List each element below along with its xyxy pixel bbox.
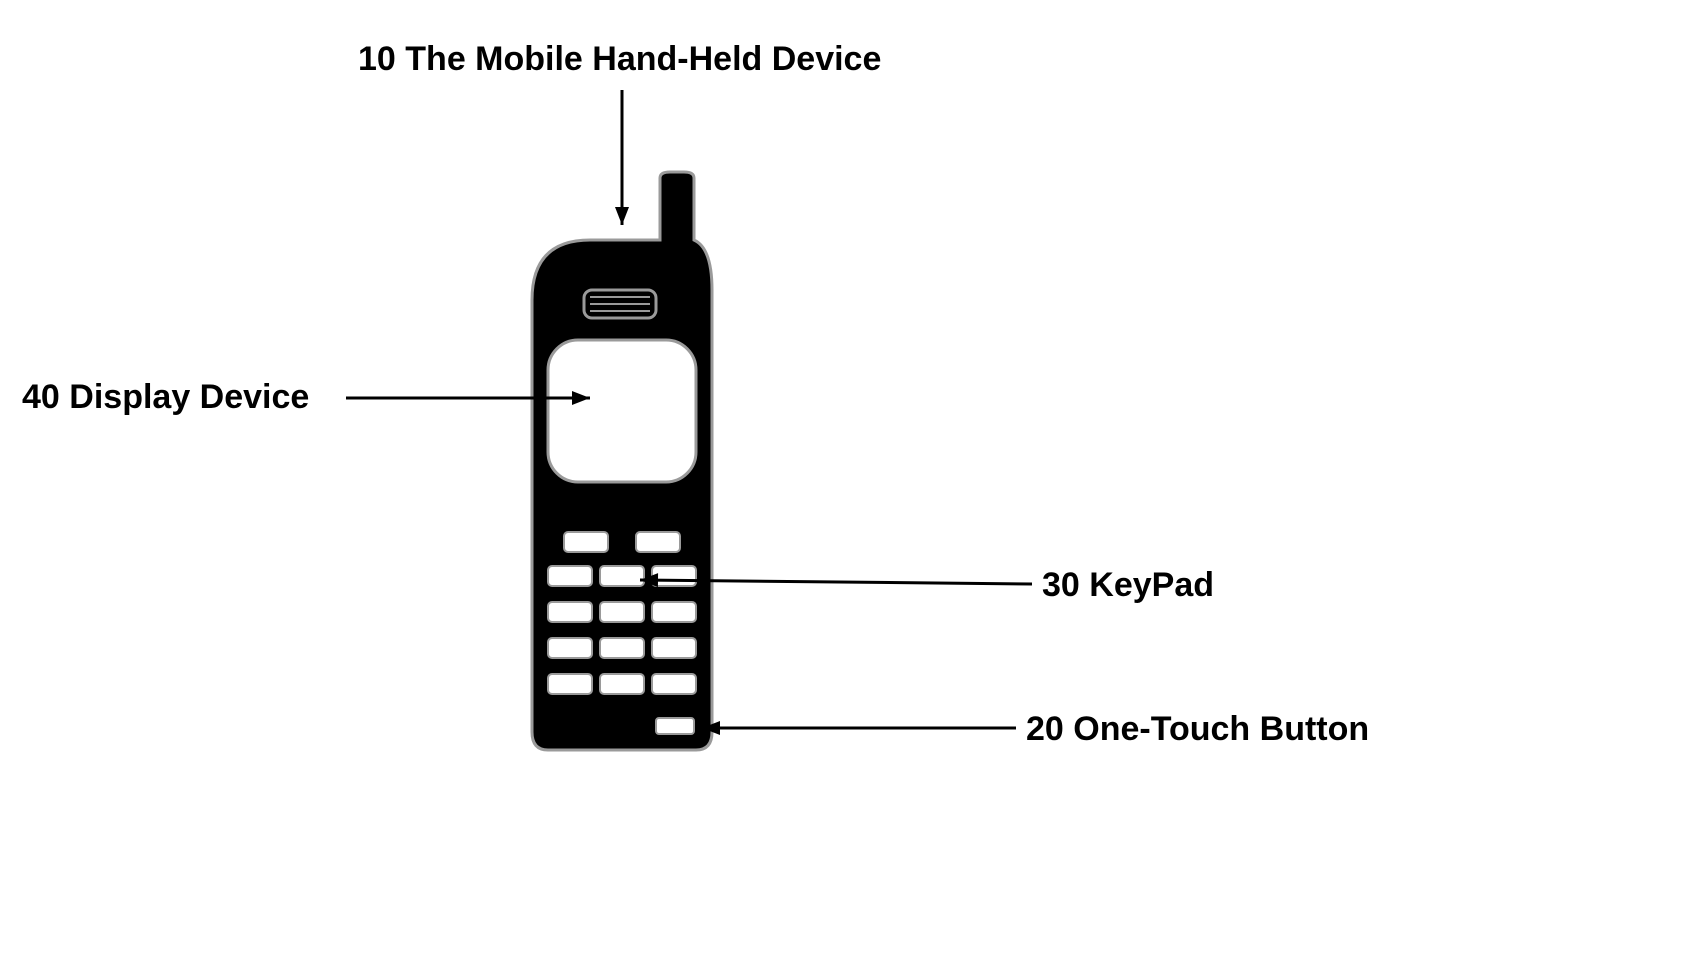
label-one-touch: 20 One-Touch Button xyxy=(1026,710,1369,748)
keypad-key xyxy=(548,674,592,694)
keypad-key xyxy=(652,566,696,586)
label-text: KeyPad xyxy=(1089,566,1214,604)
keypad-key xyxy=(600,638,644,658)
phone-speaker xyxy=(584,290,656,318)
label-text: The Mobile Hand-Held Device xyxy=(405,40,881,78)
keypad-key xyxy=(564,532,608,552)
keypad-key xyxy=(548,602,592,622)
label-text: Display Device xyxy=(69,378,309,416)
label-ref: 30 xyxy=(1042,566,1080,604)
keypad-key xyxy=(652,638,696,658)
phone-display xyxy=(548,340,696,482)
one-touch-button xyxy=(656,718,694,734)
label-text: One-Touch Button xyxy=(1073,710,1369,748)
label-ref: 10 xyxy=(358,40,396,78)
keypad-key xyxy=(652,602,696,622)
label-keypad: 30 KeyPad xyxy=(1042,566,1214,604)
keypad-key xyxy=(600,674,644,694)
label-device: 10 The Mobile Hand-Held Device xyxy=(358,40,881,78)
leader-arrowhead xyxy=(615,207,629,225)
label-display: 40 Display Device xyxy=(22,378,309,416)
keypad-key xyxy=(636,532,680,552)
label-ref: 40 xyxy=(22,378,60,416)
keypad-key xyxy=(600,602,644,622)
keypad-key xyxy=(548,638,592,658)
keypad-key xyxy=(600,566,644,586)
mobile-device xyxy=(532,172,712,750)
label-ref: 20 xyxy=(1026,710,1064,748)
keypad-key xyxy=(652,674,696,694)
keypad-key xyxy=(548,566,592,586)
